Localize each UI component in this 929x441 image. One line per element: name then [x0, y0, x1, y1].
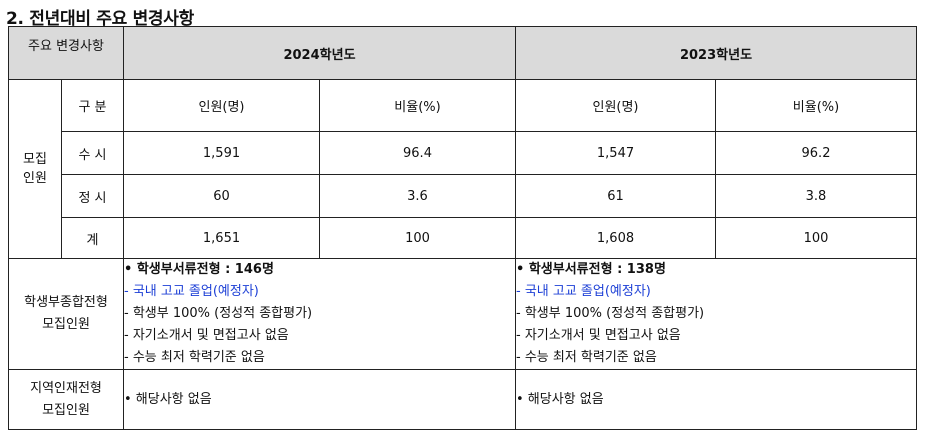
- count-2023: 61: [515, 174, 716, 218]
- ratio-2024: 100: [319, 217, 516, 259]
- comprehensive-2024: • 학생부서류전형 : 146명 - 국내 고교 졸업(예정자) - 학생부 1…: [123, 258, 516, 370]
- row-label: 수 시: [61, 131, 124, 175]
- table-row: 수 시 1,591 96.4 1,547 96.2: [9, 131, 917, 175]
- table-row: 정 시 60 3.6 61 3.8: [9, 174, 917, 218]
- ratio-2024: 3.6: [319, 174, 516, 218]
- count-2024: 1,591: [123, 131, 320, 175]
- header-2024: 2024학년도: [123, 26, 516, 80]
- table-row: 계 1,651 100 1,608 100: [9, 217, 917, 259]
- comprehensive-row: 학생부종합전형 모집인원 • 학생부서류전형 : 146명 - 국내 고교 졸업…: [8, 258, 917, 370]
- ratio-2023: 100: [715, 217, 917, 259]
- row-label: 계: [61, 217, 124, 259]
- row-label: 정 시: [61, 174, 124, 218]
- ratio-2023: 96.2: [715, 131, 917, 175]
- ratio-2023: 3.8: [715, 174, 917, 218]
- ratio-header-2023: 비율(%): [715, 79, 917, 132]
- comprehensive-2023: • 학생부서류전형 : 138명 - 국내 고교 졸업(예정자) - 학생부 1…: [515, 258, 917, 370]
- count-header-2024: 인원(명): [123, 79, 320, 132]
- header-2023: 2023학년도: [515, 26, 917, 80]
- header-changes-label: 주요 변경사항: [8, 26, 124, 80]
- count-2023: 1,547: [515, 131, 716, 175]
- count-2024: 1,651: [123, 217, 320, 259]
- division-label: 구 분: [61, 79, 124, 132]
- ratio-header-2024: 비율(%): [319, 79, 516, 132]
- recruit-group-label: 모집 인원: [8, 79, 62, 259]
- changes-table: 주요 변경사항 2024학년도 2023학년도 모집 인원 구 분 인원(명) …: [8, 26, 917, 430]
- recruit-subheader-row: 모집 인원 구 분 인원(명) 비율(%) 인원(명) 비율(%): [8, 79, 917, 259]
- table-header-row: 주요 변경사항 2024학년도 2023학년도: [8, 26, 917, 80]
- regional-2023: • 해당사항 없음: [515, 369, 917, 430]
- document-title: 2. 전년대비 주요 변경사항: [6, 9, 194, 29]
- regional-2024: • 해당사항 없음: [123, 369, 516, 430]
- count-2024: 60: [123, 174, 320, 218]
- ratio-2024: 96.4: [319, 131, 516, 175]
- regional-label: 지역인재전형 모집인원: [8, 369, 124, 430]
- count-header-2023: 인원(명): [515, 79, 716, 132]
- regional-row: 지역인재전형 모집인원 • 해당사항 없음 • 해당사항 없음: [8, 369, 917, 430]
- count-2023: 1,608: [515, 217, 716, 259]
- comprehensive-label: 학생부종합전형 모집인원: [8, 258, 124, 370]
